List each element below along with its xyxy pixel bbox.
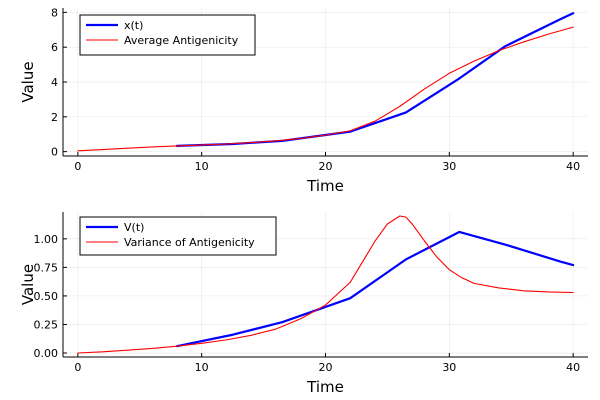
y-tick-label: 6 [51, 41, 58, 54]
legend-box [79, 216, 277, 256]
y-axis-label: Value [19, 264, 37, 305]
y-tick-label: 0.25 [34, 318, 59, 331]
y-tick-label: 0.75 [34, 261, 59, 274]
legend-label: Average Antigenicity [124, 34, 239, 47]
series-line-1 [77, 26, 574, 152]
legend-label: Variance of Antigenicity [124, 236, 255, 249]
legend-box [79, 14, 256, 56]
x-tick-label: 0 [74, 361, 81, 374]
x-tick-label: 10 [195, 361, 209, 374]
y-tick-label: 0.50 [34, 290, 59, 303]
y-axis-label: Value [19, 61, 37, 102]
x-tick-label: 0 [74, 160, 81, 173]
y-tick-label: 0 [51, 146, 58, 159]
x-tick-label: 20 [319, 160, 333, 173]
y-tick-label: 1.00 [34, 233, 59, 246]
x-tick-label: 30 [442, 361, 456, 374]
series-line-0 [175, 230, 575, 348]
y-tick-label: 2 [51, 111, 58, 124]
x-tick-label: 20 [319, 361, 333, 374]
x-tick-label: 30 [442, 160, 456, 173]
top-plot: 0 10 20 30 40 0 2 4 6 8 Time Value x(t) Average Antig… [19, 6, 588, 195]
x-tick-label: 10 [195, 160, 209, 173]
y-tick-label: 8 [51, 6, 58, 19]
legend-label: x(t) [124, 19, 143, 32]
y-tick-label: 0.00 [34, 347, 59, 360]
legend-label: V(t) [124, 221, 144, 234]
x-tick-label: 40 [566, 160, 580, 173]
series-line-1 [77, 215, 574, 354]
x-axis-label: Time [306, 177, 344, 195]
y-tick-label: 4 [51, 76, 58, 89]
bottom-plot: 0 10 20 30 40 0.00 0.25 0.50 0.75 1.00 Time Value V(… [19, 212, 588, 396]
x-axis-label: Time [306, 378, 344, 396]
x-tick-label: 40 [566, 361, 580, 374]
